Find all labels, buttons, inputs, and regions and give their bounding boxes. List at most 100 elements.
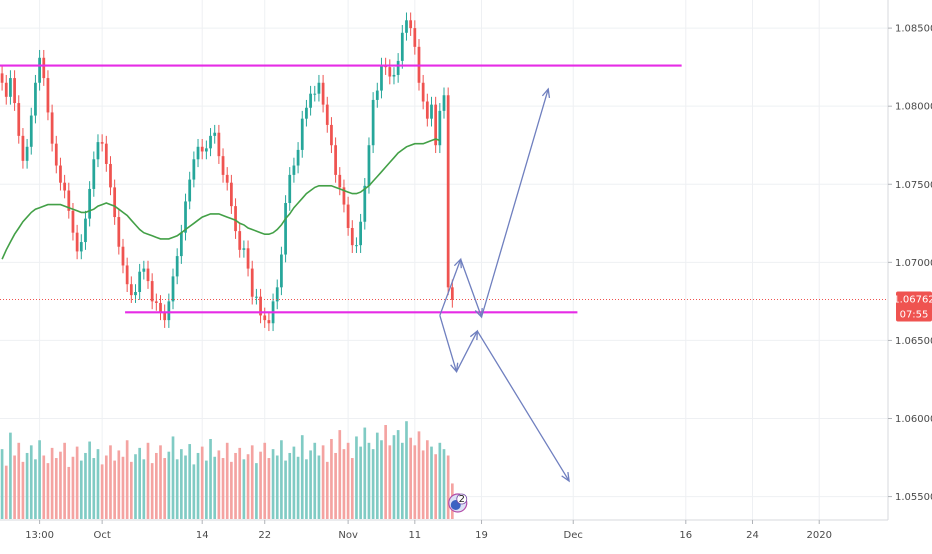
volume-bar (59, 451, 62, 519)
volume-bar (400, 442, 404, 519)
bearish-path[interactable] (439, 315, 570, 483)
candle-body (342, 187, 346, 205)
candle-body (413, 28, 417, 47)
candle-body (75, 232, 79, 252)
projection-arrows[interactable] (439, 87, 570, 483)
volume-bar (338, 430, 342, 519)
volume-bar (396, 430, 400, 519)
volume-bar (300, 435, 304, 519)
volume-bar (246, 454, 250, 519)
candle-body (288, 174, 292, 204)
candle-body (405, 20, 408, 33)
volume-bar (75, 446, 79, 519)
volume-bar (209, 438, 212, 519)
volume-bar (17, 442, 21, 519)
candle-body (204, 148, 208, 152)
volume-bar (29, 445, 33, 519)
event-marker[interactable]: 2 (448, 493, 468, 513)
volume-bar (25, 452, 29, 519)
candle-body (42, 57, 46, 79)
candle-body (9, 78, 12, 97)
last-price-box (896, 291, 932, 322)
candle-body (317, 82, 321, 94)
time-tick-label: 14 (196, 530, 209, 541)
candle-body (400, 32, 404, 61)
candle-body (221, 156, 225, 175)
event-count: 2 (459, 494, 465, 505)
volume-bar (13, 455, 16, 519)
bullish-path[interactable] (439, 87, 551, 319)
volume-bar (350, 458, 354, 519)
candle-body (192, 159, 196, 180)
volume-bar (63, 442, 66, 519)
time-tick-label: 24 (746, 530, 759, 541)
candle-body (154, 301, 158, 303)
candle-body (267, 320, 271, 324)
candle-body (255, 296, 258, 298)
arrow-segment (455, 330, 478, 372)
volume-bar (121, 456, 125, 519)
volume-bar (171, 436, 175, 519)
candle-body (292, 165, 296, 175)
volume-bar (92, 458, 96, 519)
volume-bar (150, 463, 154, 519)
price-tick-label: 1.05500 (895, 492, 932, 503)
volume-bar (313, 442, 317, 519)
volume-bar (225, 442, 229, 519)
volume-bar (146, 442, 150, 519)
candle-body (125, 265, 129, 285)
volume-bar (167, 451, 171, 519)
volume-bar (409, 437, 412, 519)
candle-body (13, 78, 16, 104)
time-axis[interactable]: 13:00 Oct 14 22 Nov 11 19 Dec 16 24 2020 (25, 520, 832, 541)
horizontal-levels[interactable] (0, 64, 682, 314)
volume-bar (180, 449, 183, 519)
candle-body (100, 142, 104, 144)
volume-bar (442, 449, 446, 519)
event-count-badge (456, 493, 468, 505)
time-tick-label: 11 (408, 530, 421, 541)
candle-body (109, 163, 112, 188)
volume-bar (371, 449, 375, 519)
volume-bar (159, 445, 162, 519)
candle-body (338, 174, 342, 188)
arrow-segment (460, 258, 483, 318)
candle-body (71, 210, 75, 233)
candle-body (92, 159, 96, 189)
candle-body (63, 182, 66, 191)
volume-bar (96, 449, 100, 519)
volume-bar (67, 466, 71, 519)
candle-body (392, 74, 396, 77)
candle-body (167, 301, 171, 321)
volume-bar (163, 458, 167, 519)
candle-body (225, 174, 229, 183)
time-tick-label: 2020 (806, 530, 831, 541)
candle-body (4, 82, 8, 97)
volume-bar (367, 442, 371, 519)
candle-body (250, 268, 254, 297)
volume-bar (413, 445, 417, 519)
price-axis[interactable]: 1.08500 1.08000 1.07500 1.07000 1.06500 1.060… (888, 24, 932, 503)
volume-bar (0, 449, 4, 519)
volume-bar (255, 463, 258, 519)
time-tick-label: Dec (564, 530, 583, 541)
candle-body (150, 281, 154, 302)
volume-bar (50, 447, 54, 519)
candle-body (334, 145, 337, 175)
volume-bar (263, 442, 267, 519)
candle-body (234, 206, 237, 232)
candle-body (188, 179, 192, 202)
price-tick-label: 1.08000 (895, 102, 932, 113)
candle-body (259, 296, 262, 316)
candle-body (313, 93, 317, 95)
candle-body (88, 188, 92, 219)
candle-body (163, 312, 167, 321)
candle-body (246, 248, 250, 269)
arrowhead (541, 87, 551, 99)
time-tick-label: 16 (679, 530, 692, 541)
volume-bar (284, 460, 287, 519)
volume-bar (334, 452, 337, 519)
time-tick-label: 19 (475, 530, 488, 541)
